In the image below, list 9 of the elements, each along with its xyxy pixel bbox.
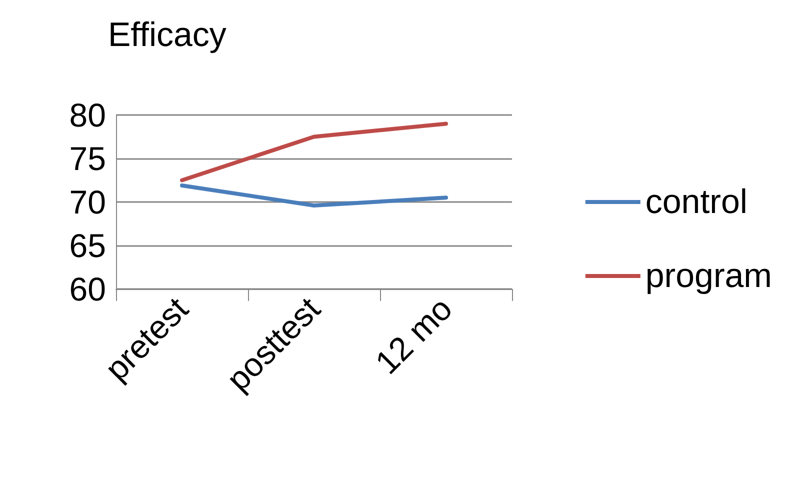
y-tick-label: 80 — [69, 96, 106, 134]
y-tick-label: 65 — [69, 227, 106, 264]
y-tick-label: 75 — [69, 140, 106, 177]
x-tick-label: 12 mo — [368, 290, 460, 381]
chart-title: Efficacy — [108, 16, 226, 54]
y-tick-label: 60 — [69, 270, 106, 308]
legend-label: program — [645, 257, 772, 295]
y-tick-label: 70 — [69, 184, 106, 220]
legend-label: control — [645, 183, 748, 221]
